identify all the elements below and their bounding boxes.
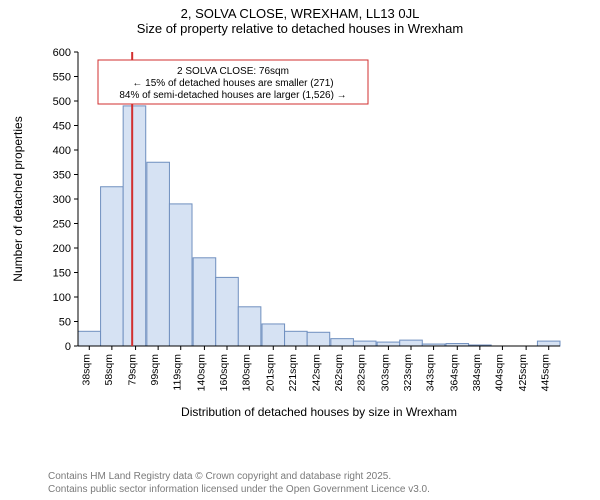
svg-text:160sqm: 160sqm: [218, 354, 230, 392]
title-subtitle: Size of property relative to detached ho…: [0, 21, 600, 36]
svg-text:343sqm: 343sqm: [425, 354, 437, 392]
attribution-footer: Contains HM Land Registry data © Crown c…: [48, 471, 430, 496]
histogram-bar: [537, 341, 560, 346]
histogram-bar: [216, 277, 239, 346]
svg-text:425sqm: 425sqm: [517, 354, 529, 392]
y-axis-label: Number of detached properties: [11, 116, 25, 281]
chart-container: 2, SOLVA CLOSE, WREXHAM, LL13 0JL Size o…: [0, 0, 600, 500]
annotation-line: ← 15% of detached houses are smaller (27…: [132, 78, 333, 89]
svg-text:282sqm: 282sqm: [356, 354, 368, 392]
annotation-line: 2 SOLVA CLOSE: 76sqm: [177, 66, 289, 77]
svg-text:445sqm: 445sqm: [540, 354, 552, 392]
attribution-line1: Contains HM Land Registry data © Crown c…: [48, 471, 430, 484]
svg-text:250: 250: [53, 219, 71, 231]
svg-text:450: 450: [53, 121, 71, 133]
svg-text:404sqm: 404sqm: [493, 354, 505, 392]
svg-text:300: 300: [53, 194, 71, 206]
histogram-bar: [285, 331, 308, 346]
svg-text:323sqm: 323sqm: [402, 354, 414, 392]
title-block: 2, SOLVA CLOSE, WREXHAM, LL13 0JL Size o…: [0, 0, 600, 36]
title-address: 2, SOLVA CLOSE, WREXHAM, LL13 0JL: [0, 6, 600, 21]
annotation-line: 84% of semi-detached houses are larger (…: [119, 90, 346, 101]
svg-text:100: 100: [53, 292, 71, 304]
histogram-bar: [78, 331, 101, 346]
svg-text:50: 50: [59, 317, 71, 329]
svg-text:600: 600: [53, 47, 71, 59]
svg-text:221sqm: 221sqm: [287, 354, 299, 392]
svg-text:500: 500: [53, 96, 71, 108]
svg-text:201sqm: 201sqm: [264, 354, 276, 392]
svg-text:38sqm: 38sqm: [80, 354, 92, 386]
histogram-bar: [400, 340, 423, 346]
histogram-bar: [123, 106, 146, 346]
svg-text:0: 0: [65, 341, 71, 353]
histogram-bar: [193, 258, 216, 346]
histogram-bar: [101, 187, 124, 346]
svg-text:550: 550: [53, 72, 71, 84]
svg-text:119sqm: 119sqm: [172, 354, 184, 391]
chart-area: 05010015020025030035040045050055060038sq…: [60, 46, 570, 406]
histogram-bar: [353, 341, 376, 346]
histogram-bar: [377, 342, 400, 346]
histogram-bar: [262, 324, 285, 346]
svg-text:58sqm: 58sqm: [103, 354, 115, 386]
svg-text:384sqm: 384sqm: [471, 354, 483, 392]
histogram-bar: [307, 332, 330, 346]
svg-text:350: 350: [53, 170, 71, 182]
chart-svg: 05010015020025030035040045050055060038sq…: [60, 46, 570, 446]
x-axis-label: Distribution of detached houses by size …: [181, 405, 457, 419]
histogram-bar: [147, 162, 170, 346]
svg-text:364sqm: 364sqm: [448, 354, 460, 392]
svg-text:242sqm: 242sqm: [311, 354, 323, 392]
histogram-bar: [331, 339, 354, 346]
svg-text:262sqm: 262sqm: [333, 354, 345, 392]
svg-text:99sqm: 99sqm: [149, 354, 161, 386]
svg-text:79sqm: 79sqm: [127, 354, 139, 386]
svg-text:150: 150: [53, 268, 71, 280]
attribution-line2: Contains public sector information licen…: [48, 484, 430, 497]
histogram-bar: [169, 204, 192, 346]
svg-text:303sqm: 303sqm: [379, 354, 391, 392]
svg-text:200: 200: [53, 243, 71, 255]
svg-text:140sqm: 140sqm: [195, 354, 207, 392]
svg-text:400: 400: [53, 145, 71, 157]
histogram-bar: [238, 307, 261, 346]
svg-text:180sqm: 180sqm: [241, 354, 253, 392]
